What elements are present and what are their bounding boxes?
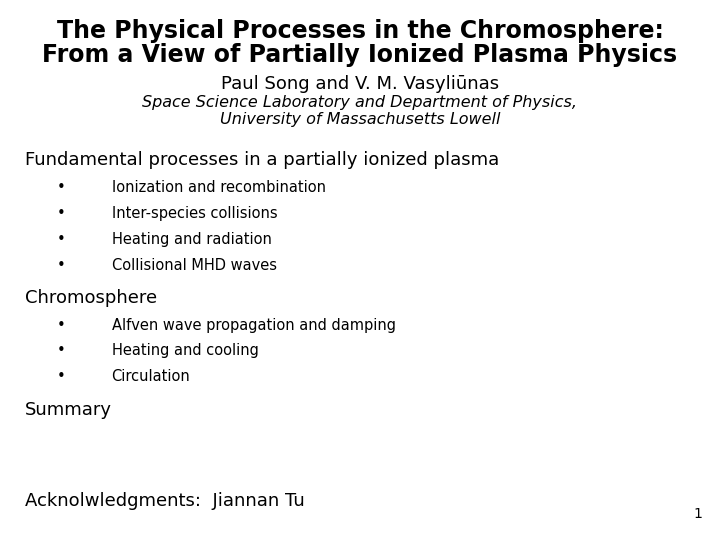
Text: Collisional MHD waves: Collisional MHD waves [112, 258, 276, 273]
Text: From a View of Partially Ionized Plasma Physics: From a View of Partially Ionized Plasma … [42, 43, 678, 67]
Text: Inter-species collisions: Inter-species collisions [112, 206, 277, 221]
Text: Heating and cooling: Heating and cooling [112, 343, 258, 359]
Text: •: • [57, 232, 66, 247]
Text: •: • [57, 318, 66, 333]
Text: Alfven wave propagation and damping: Alfven wave propagation and damping [112, 318, 395, 333]
Text: 1: 1 [693, 507, 702, 521]
Text: Fundamental processes in a partially ionized plasma: Fundamental processes in a partially ion… [25, 151, 500, 169]
Text: Space Science Laboratory and Department of Physics,: Space Science Laboratory and Department … [143, 94, 577, 110]
Text: Heating and radiation: Heating and radiation [112, 232, 271, 247]
Text: •: • [57, 258, 66, 273]
Text: •: • [57, 343, 66, 359]
Text: Ionization and recombination: Ionization and recombination [112, 180, 325, 195]
Text: University of Massachusetts Lowell: University of Massachusetts Lowell [220, 112, 500, 127]
Text: The Physical Processes in the Chromosphere:: The Physical Processes in the Chromosphe… [57, 19, 663, 43]
Text: •: • [57, 369, 66, 384]
Text: Summary: Summary [25, 401, 112, 418]
Text: Circulation: Circulation [112, 369, 190, 384]
Text: Paul Song and V. M. Vasyliūnas: Paul Song and V. M. Vasyliūnas [221, 75, 499, 92]
Text: •: • [57, 180, 66, 195]
Text: Chromosphere: Chromosphere [25, 289, 158, 307]
Text: Acknolwledgments:  Jiannan Tu: Acknolwledgments: Jiannan Tu [25, 492, 305, 510]
Text: •: • [57, 206, 66, 221]
